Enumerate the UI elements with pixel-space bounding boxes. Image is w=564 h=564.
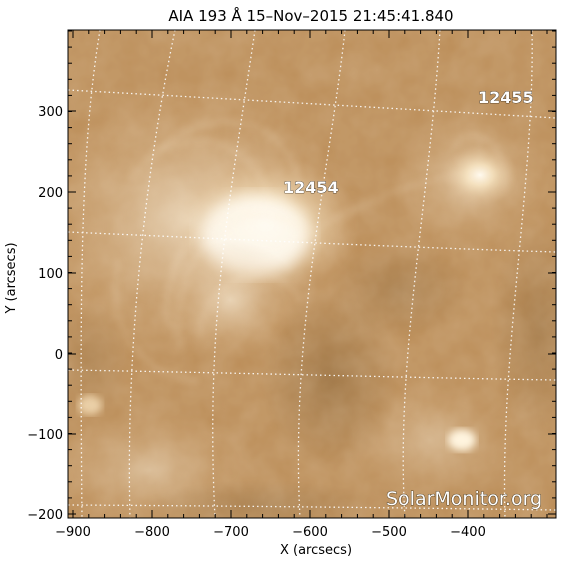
y-tick-labels: −200 −100 0 100 200 300	[27, 105, 63, 523]
x-tick-label: −800	[134, 525, 170, 540]
y-tick-label: 300	[38, 105, 63, 120]
x-tick-label: −900	[55, 525, 91, 540]
x-tick-label: −400	[450, 525, 486, 540]
x-tick-label: −500	[371, 525, 407, 540]
y-tick-label: 0	[55, 348, 63, 363]
image-title: AIA 193 Å 15–Nov–2015 21:45:41.840	[168, 6, 453, 25]
x-axis-label: X (arcsecs)	[280, 543, 352, 558]
solarmonitor-watermark: SolarMonitor.org	[386, 488, 542, 510]
solar-image	[68, 30, 556, 518]
y-tick-label: −200	[27, 508, 63, 523]
x-tick-label: −700	[213, 525, 249, 540]
y-tick-label: −100	[27, 428, 63, 443]
region-label-12455: 12455	[478, 88, 534, 107]
tick-marks	[68, 30, 556, 518]
y-tick-label: 200	[38, 186, 63, 201]
plot-frame	[67, 29, 557, 519]
y-axis-label: Y (arcsecs)	[4, 242, 19, 314]
region-label-12454: 12454	[283, 178, 339, 197]
x-tick-labels: −900 −800 −700 −600 −500 −400	[55, 525, 486, 540]
heliographic-grid	[68, 30, 556, 518]
x-tick-label: −600	[292, 525, 328, 540]
y-tick-label: 100	[38, 267, 63, 282]
